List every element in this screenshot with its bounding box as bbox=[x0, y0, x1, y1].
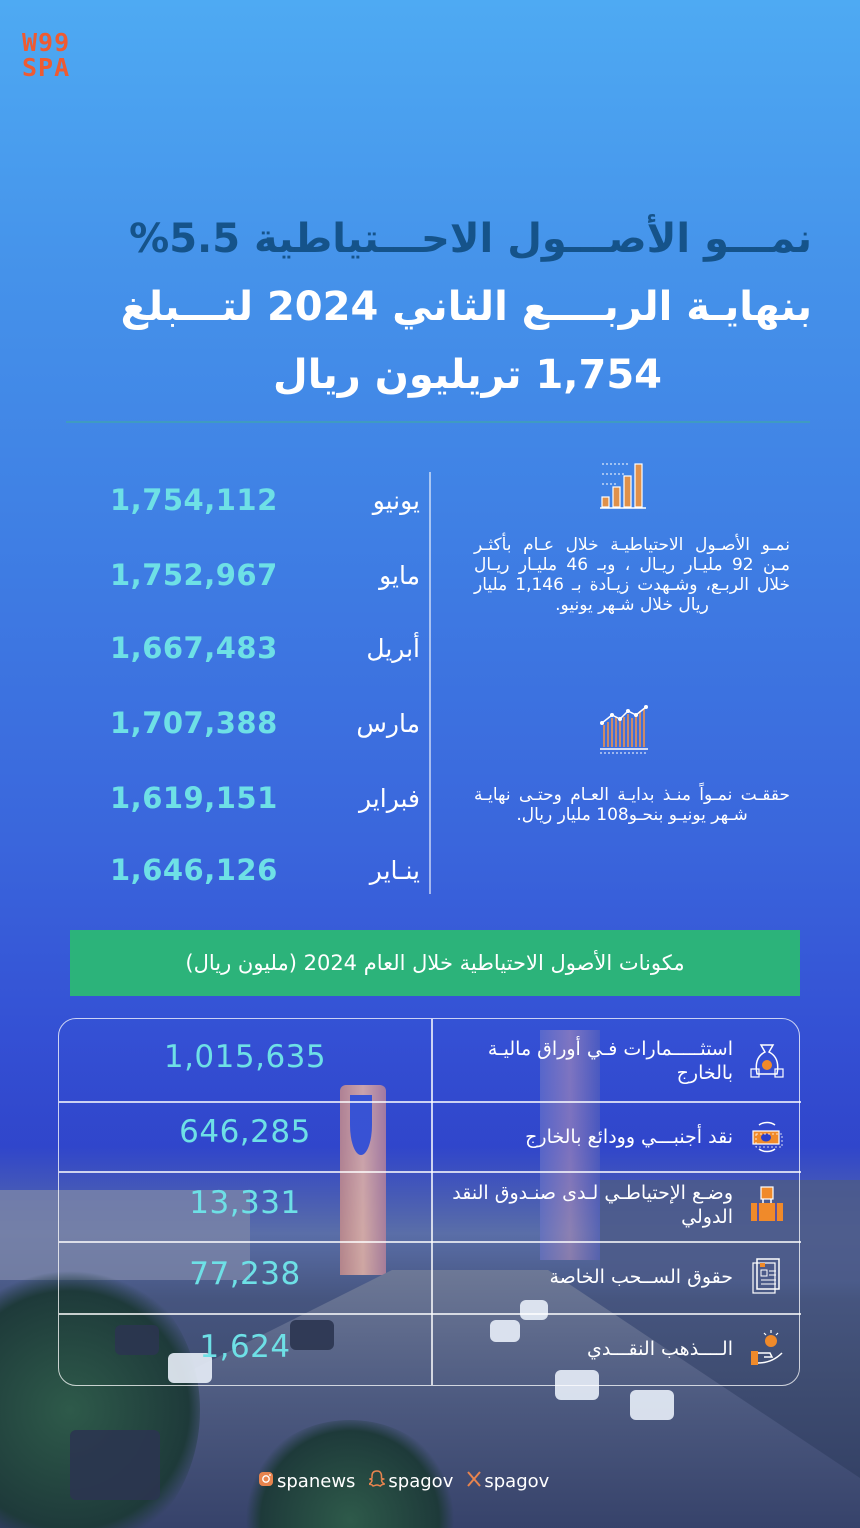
row-divider bbox=[59, 1313, 801, 1315]
components-banner: مكونات الأصول الاحتياطية خلال العام 2024… bbox=[70, 930, 800, 996]
row-value-cell: 13,331 bbox=[59, 1185, 431, 1221]
row-value: 13,331 bbox=[189, 1185, 301, 1221]
headline-line-3: 1,754 تريليون ريال bbox=[273, 352, 662, 398]
x-link[interactable]: spagov bbox=[467, 1471, 549, 1492]
table-row: استثـــــمارات فـي أوراق ماليـة بالخارج … bbox=[59, 1019, 801, 1101]
row-label-cell: حقوق الســحب الخاصة bbox=[431, 1257, 801, 1297]
month-row-june: 1,754,112 يونيو bbox=[110, 480, 420, 520]
x-handle: spagov bbox=[484, 1470, 550, 1492]
stat-annual-growth: نمـو الأصـول الاحتياطيـة خلال عـام بأكثـ… bbox=[474, 535, 790, 615]
month-value: 1,619,151 bbox=[110, 781, 278, 815]
components-title: مكونات الأصول الاحتياطية خلال العام 2024… bbox=[185, 951, 685, 975]
month-name: أبريل bbox=[366, 633, 420, 663]
logo-line-2: SPA bbox=[22, 53, 71, 82]
components-table: استثـــــمارات فـي أوراق ماليـة بالخارج … bbox=[58, 1018, 801, 1386]
month-row-january: 1,646,126 ينـاير bbox=[110, 850, 420, 890]
instagram-link[interactable]: spanews bbox=[258, 1471, 355, 1492]
row-value-cell: 77,238 bbox=[59, 1256, 431, 1292]
month-name: فبراير bbox=[359, 783, 420, 813]
table-column-divider bbox=[431, 1019, 433, 1385]
money-bag-icon bbox=[747, 1041, 787, 1081]
section-divider bbox=[66, 421, 810, 423]
row-label: استثـــــمارات فـي أوراق ماليـة بالخارج bbox=[487, 1038, 733, 1084]
column-divider bbox=[429, 472, 431, 894]
row-value-cell: 1,624 bbox=[59, 1329, 431, 1365]
instagram-icon bbox=[258, 1471, 274, 1491]
social-links: spanews spagov spagov bbox=[258, 1470, 549, 1492]
row-value: 646,285 bbox=[179, 1114, 311, 1150]
row-label: الــــذهب النقـــدي bbox=[587, 1338, 733, 1360]
month-value: 1,667,483 bbox=[110, 631, 278, 665]
snapchat-handle: spagov bbox=[388, 1470, 454, 1492]
month-name: يونيو bbox=[372, 485, 420, 515]
headline-line-2: بنهايـة الربــــع الثاني 2024 لتـــبلغ bbox=[120, 284, 812, 330]
month-value: 1,754,112 bbox=[110, 483, 278, 517]
x-icon bbox=[467, 1471, 482, 1491]
month-row-march: 1,707,388 مارس bbox=[110, 703, 420, 743]
briefcase-icon bbox=[747, 1185, 787, 1225]
month-row-february: 1,619,151 فبراير bbox=[110, 778, 420, 818]
spa-logo: W99 SPA bbox=[22, 30, 104, 80]
month-row-may: 1,752,967 مايو bbox=[110, 555, 420, 595]
logo-line-1: W99 bbox=[22, 28, 71, 57]
headline: نمـــو الأصـــول الاحـــتياطية 5.5% بنها… bbox=[112, 205, 812, 409]
bar-chart-icon bbox=[600, 459, 650, 513]
table-row: حقوق الســحب الخاصة 77,238 bbox=[59, 1241, 801, 1313]
month-name: ينـاير bbox=[369, 855, 420, 885]
table-row: وضـع الإحتياطـي لـدى صنـدوق النقد الدولي… bbox=[59, 1171, 801, 1241]
row-value-cell: 646,285 bbox=[59, 1114, 431, 1150]
row-label: حقوق الســحب الخاصة bbox=[549, 1266, 733, 1288]
row-label-cell: وضـع الإحتياطـي لـدى صنـدوق النقد الدولي bbox=[431, 1181, 801, 1229]
row-label: وضـع الإحتياطـي لـدى صنـدوق النقد الدولي bbox=[452, 1182, 733, 1228]
row-value: 1,015,635 bbox=[163, 1039, 327, 1075]
row-divider bbox=[59, 1101, 801, 1103]
row-label-cell: استثـــــمارات فـي أوراق ماليـة بالخارج bbox=[431, 1037, 801, 1085]
snapchat-icon bbox=[367, 1470, 387, 1492]
month-row-april: 1,667,483 أبريل bbox=[110, 628, 420, 668]
table-row: نقد أجنبـــي وودائع بالخارج 646,285 bbox=[59, 1101, 801, 1171]
month-name: مايو bbox=[379, 560, 420, 590]
stat-ytd-growth: حققـت نمـواً منـذ بدايـة العـام وحتـى نه… bbox=[474, 785, 790, 825]
row-divider bbox=[59, 1241, 801, 1243]
currency-exchange-icon bbox=[747, 1117, 787, 1157]
month-value: 1,752,967 bbox=[110, 558, 278, 592]
row-label-cell: الــــذهب النقـــدي bbox=[431, 1329, 801, 1369]
table-row: الــــذهب النقـــدي 1,624 bbox=[59, 1313, 801, 1385]
headline-line-1: نمـــو الأصـــول الاحـــتياطية 5.5% bbox=[129, 216, 812, 262]
snapchat-link[interactable]: spagov bbox=[367, 1470, 454, 1492]
month-name: مارس bbox=[356, 708, 420, 738]
month-value: 1,707,388 bbox=[110, 706, 278, 740]
row-label: نقد أجنبـــي وودائع بالخارج bbox=[525, 1126, 733, 1148]
document-icon bbox=[747, 1257, 787, 1297]
row-divider bbox=[59, 1171, 801, 1173]
row-value-cell: 1,015,635 bbox=[59, 1039, 431, 1075]
line-chart-icon bbox=[600, 705, 650, 759]
row-value: 77,238 bbox=[189, 1256, 301, 1292]
row-value: 1,624 bbox=[199, 1329, 291, 1365]
gold-hand-icon bbox=[747, 1329, 787, 1369]
row-label-cell: نقد أجنبـــي وودائع بالخارج bbox=[431, 1117, 801, 1157]
month-value: 1,646,126 bbox=[110, 853, 278, 887]
instagram-handle: spanews bbox=[277, 1470, 356, 1492]
